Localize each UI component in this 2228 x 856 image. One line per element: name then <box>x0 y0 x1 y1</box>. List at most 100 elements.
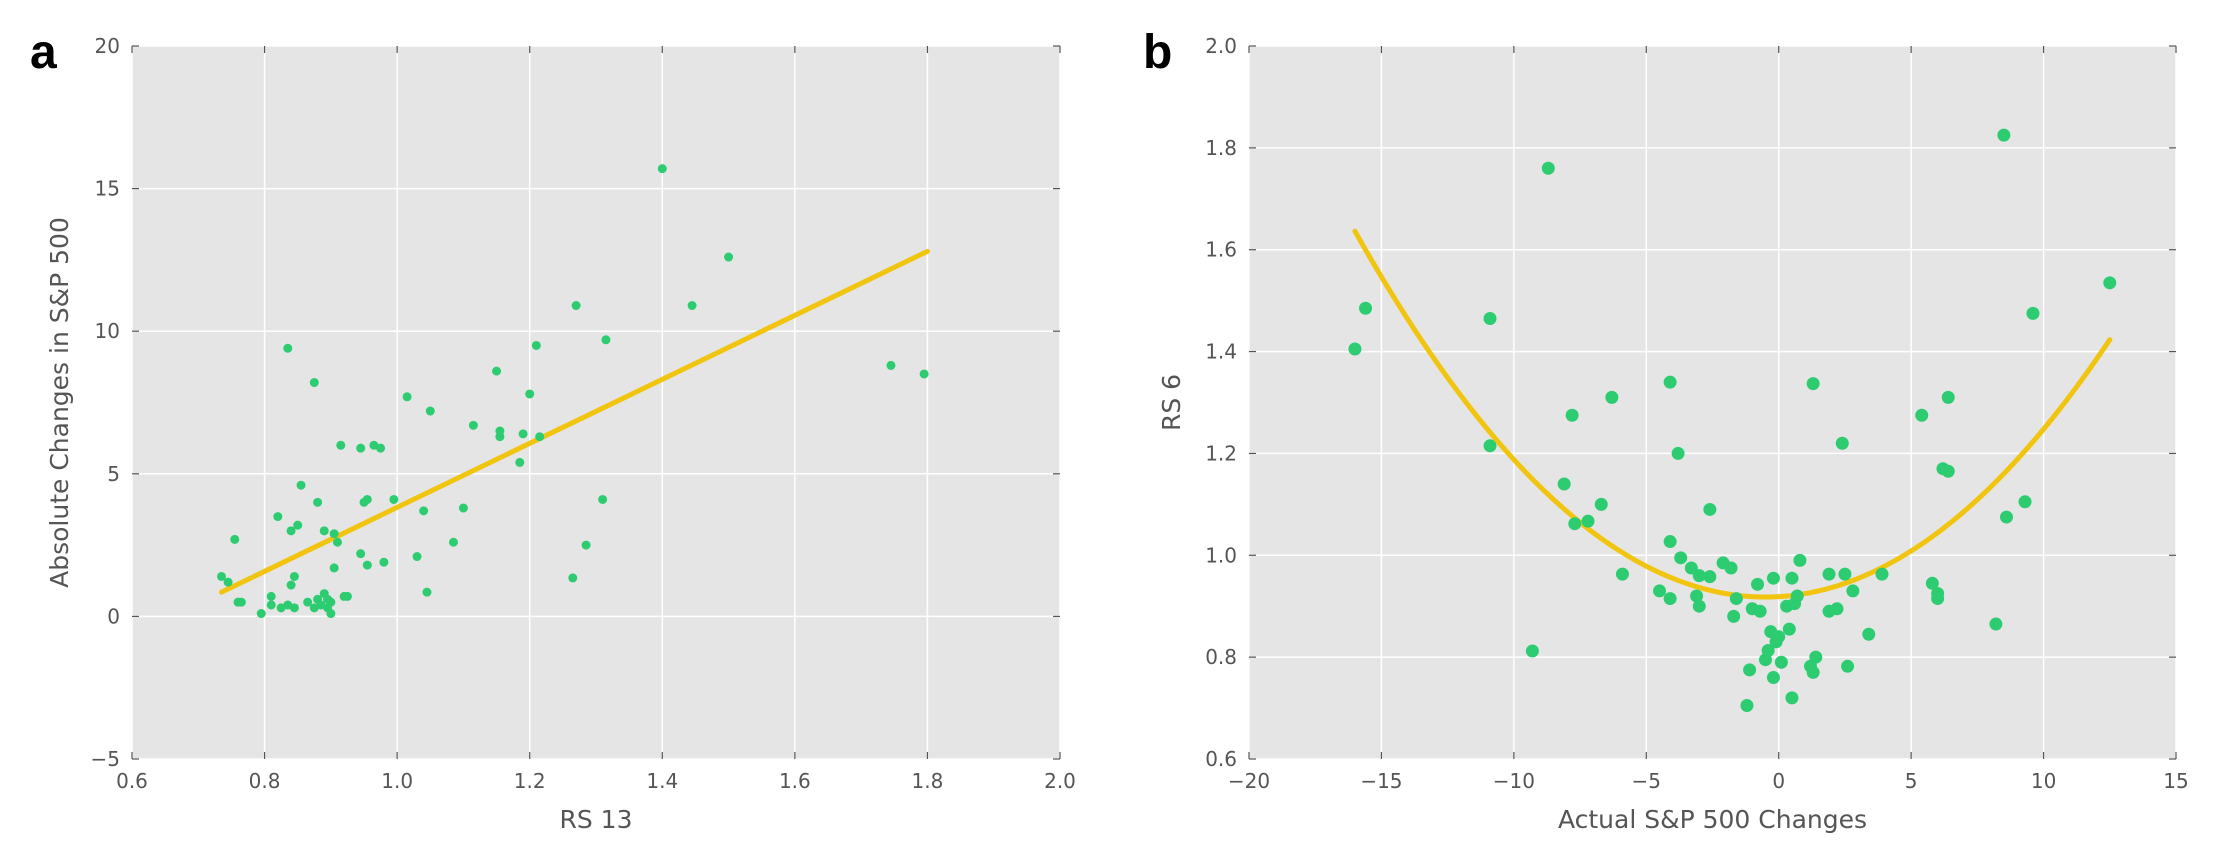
y-tick-label: 1.2 <box>1205 441 1237 465</box>
data-point <box>2018 495 2032 509</box>
data-point <box>1703 502 1717 516</box>
y-tick-label: 10 <box>95 319 120 343</box>
data-point <box>286 526 296 536</box>
data-point <box>1671 446 1685 460</box>
panel-letter: a <box>30 26 57 79</box>
data-point <box>1915 408 1929 422</box>
data-point <box>230 534 240 544</box>
y-tick-label: 15 <box>95 177 120 201</box>
x-tick-label: −20 <box>1228 769 1270 793</box>
data-point <box>326 609 336 619</box>
data-point <box>1557 477 1571 491</box>
x-axis-label: RS 13 <box>560 805 633 834</box>
data-point <box>1565 408 1579 422</box>
y-tick-label: 1.6 <box>1205 238 1237 262</box>
data-point <box>518 429 528 439</box>
data-point <box>495 426 505 436</box>
data-point <box>216 571 226 581</box>
data-point <box>1692 569 1706 583</box>
data-point <box>402 392 412 402</box>
data-point <box>1846 584 1860 598</box>
data-point <box>236 597 246 607</box>
data-point <box>1862 627 1876 641</box>
data-point <box>362 560 372 570</box>
data-point <box>1785 571 1799 585</box>
data-point <box>293 520 303 530</box>
data-point <box>336 440 346 450</box>
x-tick-label: −5 <box>1632 769 1661 793</box>
data-point <box>223 577 233 587</box>
data-point <box>687 301 697 311</box>
data-point <box>289 603 299 613</box>
data-point <box>568 573 578 583</box>
data-point <box>273 512 283 522</box>
x-tick-label: −15 <box>1360 769 1402 793</box>
plot-background <box>1249 46 2176 759</box>
data-point <box>1809 650 1823 664</box>
data-point <box>458 503 468 513</box>
data-point <box>531 340 541 350</box>
data-point <box>724 252 734 262</box>
data-point <box>2026 306 2040 320</box>
y-tick-label: 0.6 <box>1205 747 1237 771</box>
data-point <box>657 164 667 174</box>
data-point <box>1822 567 1836 581</box>
data-point <box>266 591 276 601</box>
data-point <box>329 563 339 573</box>
data-point <box>1989 617 2003 631</box>
data-point <box>581 540 591 550</box>
data-point <box>919 369 929 379</box>
y-tick-label: −5 <box>91 747 120 771</box>
data-point <box>289 571 299 581</box>
x-tick-label: −10 <box>1493 769 1535 793</box>
data-point <box>1703 570 1717 584</box>
data-point <box>412 552 422 562</box>
data-point <box>1348 342 1362 356</box>
x-tick-label: 15 <box>2163 769 2188 793</box>
x-tick-label: 10 <box>2031 769 2056 793</box>
data-point <box>1653 584 1667 598</box>
data-point <box>362 494 372 504</box>
data-point <box>356 443 366 453</box>
data-point <box>1724 561 1738 575</box>
data-point <box>332 537 342 547</box>
data-point <box>1838 567 1852 581</box>
y-tick-label: 0 <box>107 604 120 628</box>
data-point <box>1997 128 2011 142</box>
data-point <box>2103 276 2117 290</box>
data-point <box>1925 576 1939 590</box>
data-point <box>1674 551 1688 565</box>
data-point <box>303 597 313 607</box>
data-point <box>1931 592 1945 606</box>
data-point <box>1806 377 1820 391</box>
y-tick-label: 2.0 <box>1205 34 1237 58</box>
x-tick-label: 0.6 <box>116 769 148 793</box>
data-point <box>1793 553 1807 567</box>
data-point <box>313 497 323 507</box>
data-point <box>326 597 336 607</box>
data-point <box>425 406 435 416</box>
data-point <box>1941 464 1955 478</box>
data-point <box>492 366 502 376</box>
x-tick-label: 1.4 <box>646 769 678 793</box>
data-point <box>1615 567 1629 581</box>
data-point <box>1790 589 1804 603</box>
panel-b: −20 −15 −10 −5 0 5 10 15 0.6 0.8 1.0 1.2 1.4 1.6 1.8 2.… <box>1143 26 2189 834</box>
data-point <box>515 457 525 467</box>
data-point <box>286 580 296 590</box>
data-point <box>1766 571 1780 585</box>
data-point <box>1483 311 1497 325</box>
panel-letter: b <box>1143 26 1172 79</box>
data-point <box>1782 622 1796 636</box>
data-point <box>329 529 339 539</box>
y-tick-label: 5 <box>107 462 120 486</box>
data-point <box>356 549 366 559</box>
x-tick-label: 1.0 <box>381 769 413 793</box>
data-point <box>448 537 458 547</box>
x-tick-label: 0 <box>1772 769 1785 793</box>
y-tick-label: 1.4 <box>1205 340 1237 364</box>
data-point <box>525 389 535 399</box>
data-point <box>1663 535 1677 549</box>
data-point <box>1692 599 1706 613</box>
data-point <box>1875 567 1889 581</box>
